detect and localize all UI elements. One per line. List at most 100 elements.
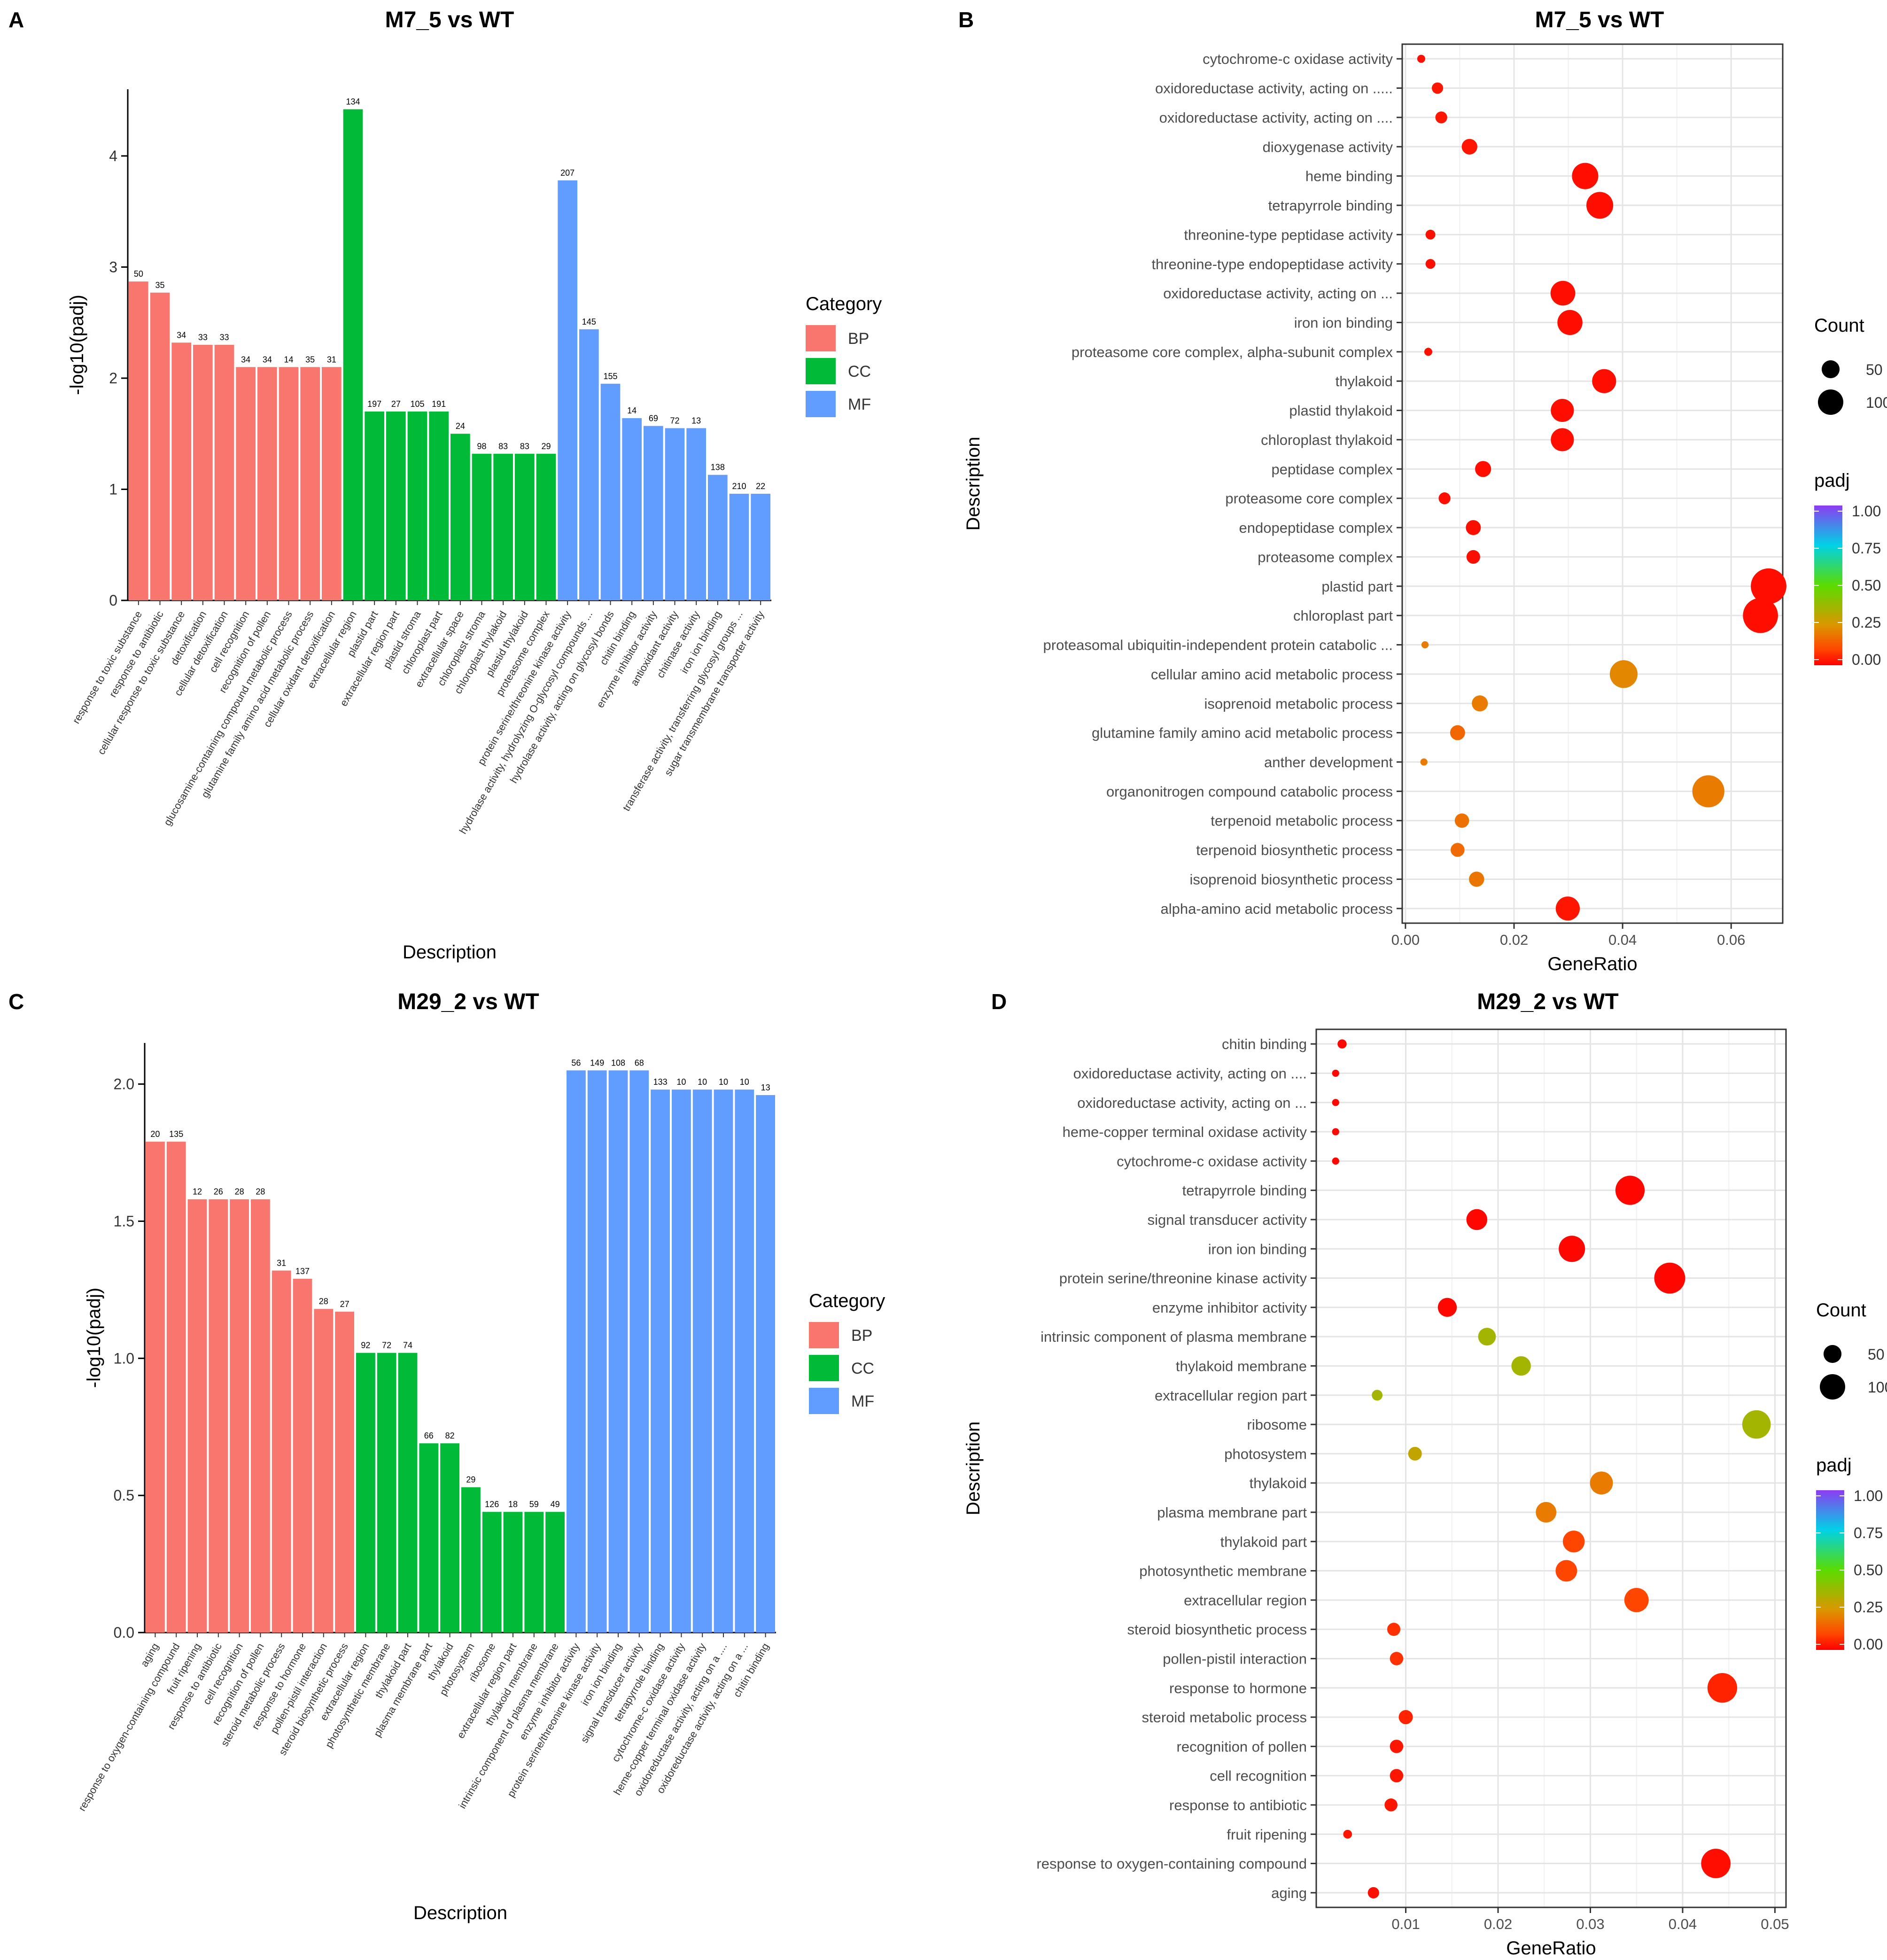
bar [407, 411, 427, 600]
dot [1557, 310, 1583, 335]
dot [1469, 871, 1484, 887]
y-tick-label: 2 [109, 370, 117, 387]
bar [257, 367, 277, 600]
dot [1332, 1069, 1339, 1077]
y-tick-label: oxidoreductase activity, acting on ... [1077, 1095, 1307, 1111]
dot [1475, 461, 1491, 477]
bar-count-label: 34 [177, 330, 186, 340]
bar [482, 1512, 502, 1633]
dot [1742, 1410, 1771, 1439]
bar-count-label: 24 [456, 421, 465, 431]
dot [1615, 1175, 1645, 1205]
bar-count-label: 138 [711, 463, 725, 472]
legend-swatch [806, 391, 836, 417]
x-tick-label: 0.02 [1484, 1916, 1512, 1932]
y-tick-label: 0.0 [114, 1624, 134, 1641]
dot [1387, 1623, 1401, 1636]
y-tick-label: thylakoid [1336, 373, 1393, 389]
y-tick-label: signal transducer activity [1148, 1212, 1307, 1228]
y-axis-label: -log10(padj) [84, 1288, 104, 1388]
y-tick-label: steroid metabolic process [1142, 1709, 1307, 1726]
y-tick-label: ribosome [1247, 1416, 1307, 1433]
bar [756, 1095, 775, 1633]
bar-count-label: 191 [432, 399, 446, 409]
bar-count-label: 197 [367, 399, 381, 409]
bar [377, 1353, 396, 1633]
bar [567, 1070, 586, 1633]
color-legend-label: 1.00 [1852, 503, 1881, 520]
legend-title: Category [806, 294, 882, 314]
color-legend-label: 1.00 [1854, 1487, 1883, 1504]
y-tick-label: pollen-pistil interaction [1163, 1650, 1307, 1667]
bar-count-label: 137 [295, 1267, 310, 1276]
bar [735, 1089, 754, 1633]
bar [472, 453, 492, 600]
legend-label: MF [848, 396, 871, 413]
dot [1562, 1531, 1585, 1553]
dot [1550, 280, 1576, 306]
dot [1654, 1262, 1685, 1294]
dot [1417, 54, 1425, 63]
dot [1451, 843, 1465, 857]
bar-count-label: 28 [256, 1187, 265, 1197]
y-tick-label: aging [1271, 1885, 1307, 1901]
y-tick-label: dioxygenase activity [1263, 139, 1393, 155]
y-tick-label: cell recognition [1210, 1768, 1307, 1784]
bar [714, 1089, 733, 1633]
bar [365, 411, 384, 600]
y-tick-label: 1.5 [114, 1213, 134, 1229]
dot [1343, 1829, 1352, 1839]
legend-title: Category [809, 1291, 885, 1311]
legend-label: MF [851, 1392, 874, 1410]
bar [193, 345, 213, 600]
dot [1555, 1560, 1577, 1582]
y-tick-label: extracellular region [1184, 1592, 1307, 1609]
y-tick-label: photosynthetic membrane [1139, 1563, 1307, 1579]
y-tick-label: oxidoreductase activity, acting on .... [1073, 1065, 1307, 1081]
bar [356, 1353, 375, 1633]
dot [1450, 725, 1465, 740]
y-tick-label: oxidoreductase activity, acting on .... [1159, 109, 1393, 126]
y-tick-label: oxidoreductase activity, acting on ... [1163, 285, 1393, 302]
y-tick-label: isoprenoid metabolic process [1204, 695, 1393, 712]
dot [1454, 813, 1469, 828]
bar-count-label: 14 [284, 355, 293, 364]
bar [293, 1279, 312, 1633]
bar-count-label: 31 [277, 1258, 286, 1268]
dot [1511, 1356, 1531, 1376]
bar [515, 453, 535, 600]
y-tick-label: proteasome core complex, alpha-subunit c… [1072, 344, 1393, 360]
bar [686, 428, 706, 600]
bar-count-label: 72 [382, 1341, 391, 1350]
dot [1435, 111, 1447, 124]
size-legend-title: Count [1816, 1300, 1866, 1321]
dot [1472, 695, 1488, 712]
bar [398, 1353, 418, 1633]
dot [1466, 520, 1481, 536]
dot [1466, 1209, 1488, 1230]
y-tick-label: organonitrogen compound catabolic proces… [1106, 783, 1393, 800]
bar [209, 1199, 228, 1633]
bar-count-label: 98 [477, 442, 486, 451]
bar [314, 1309, 334, 1633]
y-tick-label: oxidoreductase activity, acting on ..... [1155, 80, 1393, 97]
bar-count-label: 10 [740, 1077, 749, 1087]
panel-b-dot-plot: B M7_5 vs WT cytochrome-c oxidase activit… [958, 8, 1887, 974]
y-tick-label: cytochrome-c oxidase activity [1117, 1153, 1307, 1169]
svg-text:C: C [8, 989, 24, 1014]
dot [1332, 1128, 1339, 1136]
bar-count-label: 50 [134, 269, 143, 279]
bar-count-label: 133 [653, 1077, 668, 1087]
dot [1390, 1652, 1404, 1665]
dot [1337, 1039, 1347, 1049]
color-legend-label: 0.25 [1854, 1599, 1883, 1616]
dot [1421, 641, 1429, 649]
bar-count-label: 145 [582, 317, 596, 327]
size-legend-label: 50 [1868, 1346, 1885, 1363]
y-tick-label: intrinsic component of plasma membrane [1041, 1329, 1307, 1345]
bar-count-label: 149 [590, 1058, 604, 1067]
dot [1424, 348, 1433, 356]
chart-title: M7_5 vs WT [385, 8, 514, 32]
bar [251, 1199, 270, 1633]
